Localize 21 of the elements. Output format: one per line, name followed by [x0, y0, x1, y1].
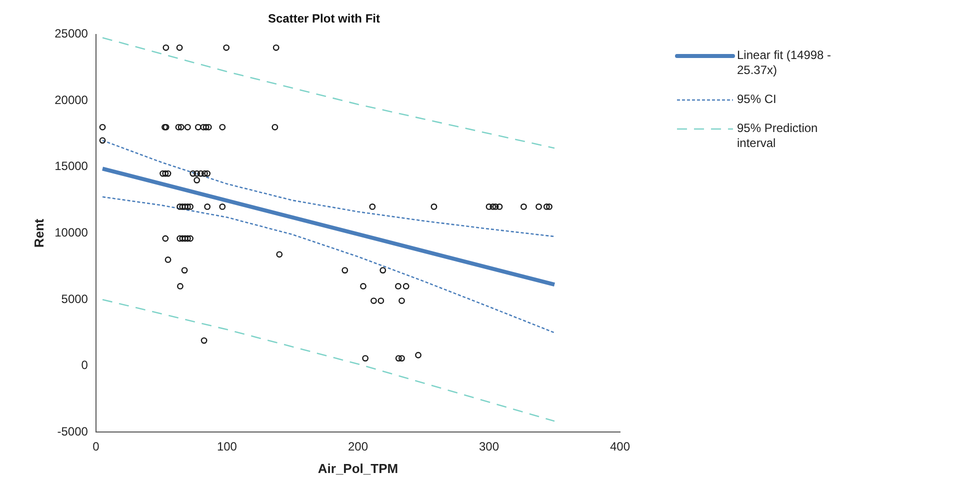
y-tick-label: 20000 — [54, 92, 88, 107]
legend-label: Linear fit (14998 - 25.37x) — [737, 48, 832, 78]
y-tick-label: -5000 — [57, 424, 88, 438]
x-tick-label: 300 — [478, 440, 500, 454]
x-tick-label: 0 — [92, 440, 100, 454]
line-series — [102, 196, 556, 334]
x-tick-label: 200 — [348, 440, 368, 454]
x-axis-title: Air_Pol_TPM — [318, 460, 398, 476]
x-tick-label: 100 — [216, 440, 238, 454]
y-axis-title: Rent — [31, 218, 46, 248]
line-series — [102, 298, 556, 422]
legend-label: 95% Prediction interval — [737, 121, 819, 151]
y-tick-label: 5000 — [61, 292, 88, 306]
y-tick-label: 15000 — [54, 159, 88, 174]
line-series — [102, 37, 556, 149]
x-tick-label: 400 — [610, 440, 630, 454]
y-tick-label: 10000 — [54, 226, 88, 240]
legend-label: 95% CI — [737, 92, 778, 107]
y-tick-label: 0 — [81, 358, 88, 372]
y-tick-label: 25000 — [54, 26, 88, 41]
chart-title: Scatter Plot with Fit — [268, 12, 380, 26]
